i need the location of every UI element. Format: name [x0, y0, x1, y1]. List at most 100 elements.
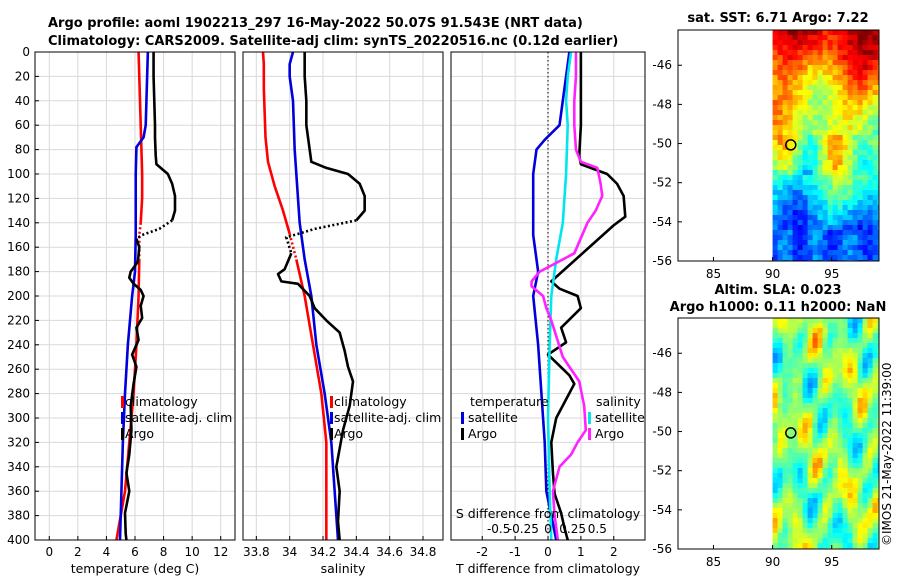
- series-temperature-argo: [123, 238, 145, 541]
- sla_map-field: [772, 318, 880, 550]
- sst_map-ytick-label: -50: [652, 137, 672, 151]
- difference-xlabel-top: S difference from climatology: [456, 506, 641, 521]
- series-salinity-argo: [276, 252, 355, 541]
- legend-swatch: [461, 428, 464, 440]
- figure-title-line1: Argo profile: aoml 1902213_297 16-May-20…: [48, 16, 583, 31]
- temperature-ytick-label: 120: [7, 191, 30, 205]
- sst_map-field: [772, 30, 880, 262]
- figure-title-line2: Climatology: CARS2009. Satellite-adj cli…: [48, 34, 618, 49]
- sst_map-xtick-label: 95: [824, 267, 839, 281]
- legend-swatch: [121, 428, 124, 440]
- sst_map-frame: [677, 29, 880, 262]
- temperature-ytick-label: 180: [7, 265, 30, 279]
- legend-swatch: [330, 412, 333, 424]
- temperature-xtick-label: 8: [160, 545, 168, 559]
- temperature-xtick-label: 2: [74, 545, 82, 559]
- sla_map-ytick-label: -54: [652, 503, 672, 517]
- difference-xlabel: T difference from climatology: [455, 561, 641, 576]
- legend-swatch: [330, 396, 333, 408]
- sla_map-xtick-label: 85: [706, 555, 721, 569]
- salinity-frame: [242, 51, 444, 541]
- panel-salinity: 33.8 34 34.2 34.4 34.6 34.8 salinity climatolog…: [242, 51, 444, 576]
- salinity-xtick-label: 34: [282, 545, 297, 559]
- sst_map-xtick-label: 85: [706, 267, 721, 281]
- legend-entry: Argo: [334, 426, 363, 441]
- sst_map-ytick-label: -54: [652, 215, 672, 229]
- sla_map-ytick-label: -46: [652, 346, 672, 360]
- temperature-ytick-label: 140: [7, 216, 30, 230]
- series-difference-salinity-satellite: [546, 51, 573, 541]
- temperature-ytick-label: 360: [7, 484, 30, 498]
- series-temperature-argo-dotted: [135, 219, 173, 240]
- legend-entry: climatology: [125, 394, 198, 409]
- sst-map-title: sat. SST: 6.71 Argo: 7.22: [687, 11, 868, 26]
- panel-sla_map: 85 90 95 -46 -48 -50 -52 -54 -56 Altim. SLA: 0.02…: [652, 283, 886, 569]
- temperature-ytick-label: 240: [7, 338, 30, 352]
- legend-swatch: [121, 396, 124, 408]
- sst_map-argo-marker: [785, 139, 797, 151]
- difference-legend-left: Argo: [468, 426, 497, 441]
- difference-xtick-label: 1: [577, 545, 585, 559]
- sla_map-xtick-label: 95: [824, 555, 839, 569]
- difference-top-tick-label: -0.5: [487, 522, 510, 536]
- series-salinity-climatology: [295, 259, 328, 540]
- temperature-ytick-label: 40: [15, 94, 30, 108]
- difference-top-tick-label: 0: [544, 522, 552, 536]
- legend-entry: satellite-adj. clim: [334, 410, 441, 425]
- sla-map-title-line2: Argo h1000: 0.11 h2000: NaN: [670, 300, 887, 315]
- temperature-ytick-label: 160: [7, 240, 30, 254]
- legend-swatch: [588, 412, 591, 424]
- temperature-xtick-label: 10: [185, 545, 200, 559]
- panel-sst_map: 85 90 95 -46 -48 -50 -52 -54 -56 sat. SST: 6.71 A…: [652, 11, 880, 281]
- temperature-ytick-label: 60: [15, 118, 30, 132]
- difference-top-tick-label: 0.5: [588, 522, 607, 536]
- difference-legend-title-left: temperature: [470, 394, 549, 409]
- salinity-xtick-label: 34.8: [410, 545, 437, 559]
- salinity-xtick-label: 34.6: [376, 545, 403, 559]
- temperature-xlabel: temperature (deg C): [71, 561, 200, 576]
- temperature-xtick-label: 6: [131, 545, 139, 559]
- series-difference-temperature-satellite: [531, 51, 571, 541]
- legend-entry: Argo: [125, 426, 154, 441]
- temperature-ytick-label: 380: [7, 509, 30, 523]
- panel-difference: -2 -1 0 1 2 T difference from climatology temp…: [450, 51, 646, 576]
- sla_map-xtick-label: 90: [765, 555, 780, 569]
- series-temperature-argo: [152, 52, 177, 221]
- series-temperature-climatology: [137, 51, 144, 223]
- legend-swatch: [461, 412, 464, 424]
- imos-credit: ©IMOS 21-May-2022 11:39:00: [880, 362, 894, 546]
- sst_map-ytick-label: -56: [652, 254, 672, 268]
- sla_map-ytick-label: -56: [652, 542, 672, 556]
- series-temperature-satellite-adj-clim: [118, 51, 150, 541]
- difference-legend-right: satellite: [595, 410, 645, 425]
- series-salinity-climatology: [261, 51, 291, 235]
- difference-xtick-label: 0: [544, 545, 552, 559]
- difference-xtick-label: -1: [509, 545, 521, 559]
- sst_map-xtick-label: 90: [765, 267, 780, 281]
- difference-top-tick-label: -0.25: [508, 522, 539, 536]
- temperature-ytick-label: 220: [7, 313, 30, 327]
- sst_map-ytick-label: -46: [652, 58, 672, 72]
- legend-swatch: [330, 428, 333, 440]
- sst_map-ytick-label: -48: [652, 97, 672, 111]
- difference-legend-right: Argo: [595, 426, 624, 441]
- temperature-ytick-label: 0: [22, 45, 30, 59]
- salinity-xlabel: salinity: [321, 561, 366, 576]
- sla_map-ytick-label: -48: [652, 385, 672, 399]
- temperature-ytick-label: 320: [7, 435, 30, 449]
- sla_map-argo-marker: [785, 427, 797, 439]
- sla_map-frame: [677, 317, 880, 550]
- temperature-ytick-label: 100: [7, 167, 30, 181]
- legend-entry: climatology: [334, 394, 407, 409]
- temperature-xtick-label: 0: [45, 545, 53, 559]
- temperature-xtick-label: 4: [103, 545, 111, 559]
- temperature-ytick-label: 400: [7, 533, 30, 547]
- difference-xtick-label: -2: [476, 545, 488, 559]
- panel-temperature: 0 2 4 6 8 10 120204060801001201401601802002202…: [7, 45, 236, 576]
- temperature-ytick-label: 300: [7, 411, 30, 425]
- legend-entry: satellite-adj. clim: [125, 410, 232, 425]
- temperature-ytick-label: 260: [7, 362, 30, 376]
- sla_map-ytick-label: -50: [652, 425, 672, 439]
- temperature-ytick-label: 20: [15, 69, 30, 83]
- sst_map-ytick-label: -52: [652, 176, 672, 190]
